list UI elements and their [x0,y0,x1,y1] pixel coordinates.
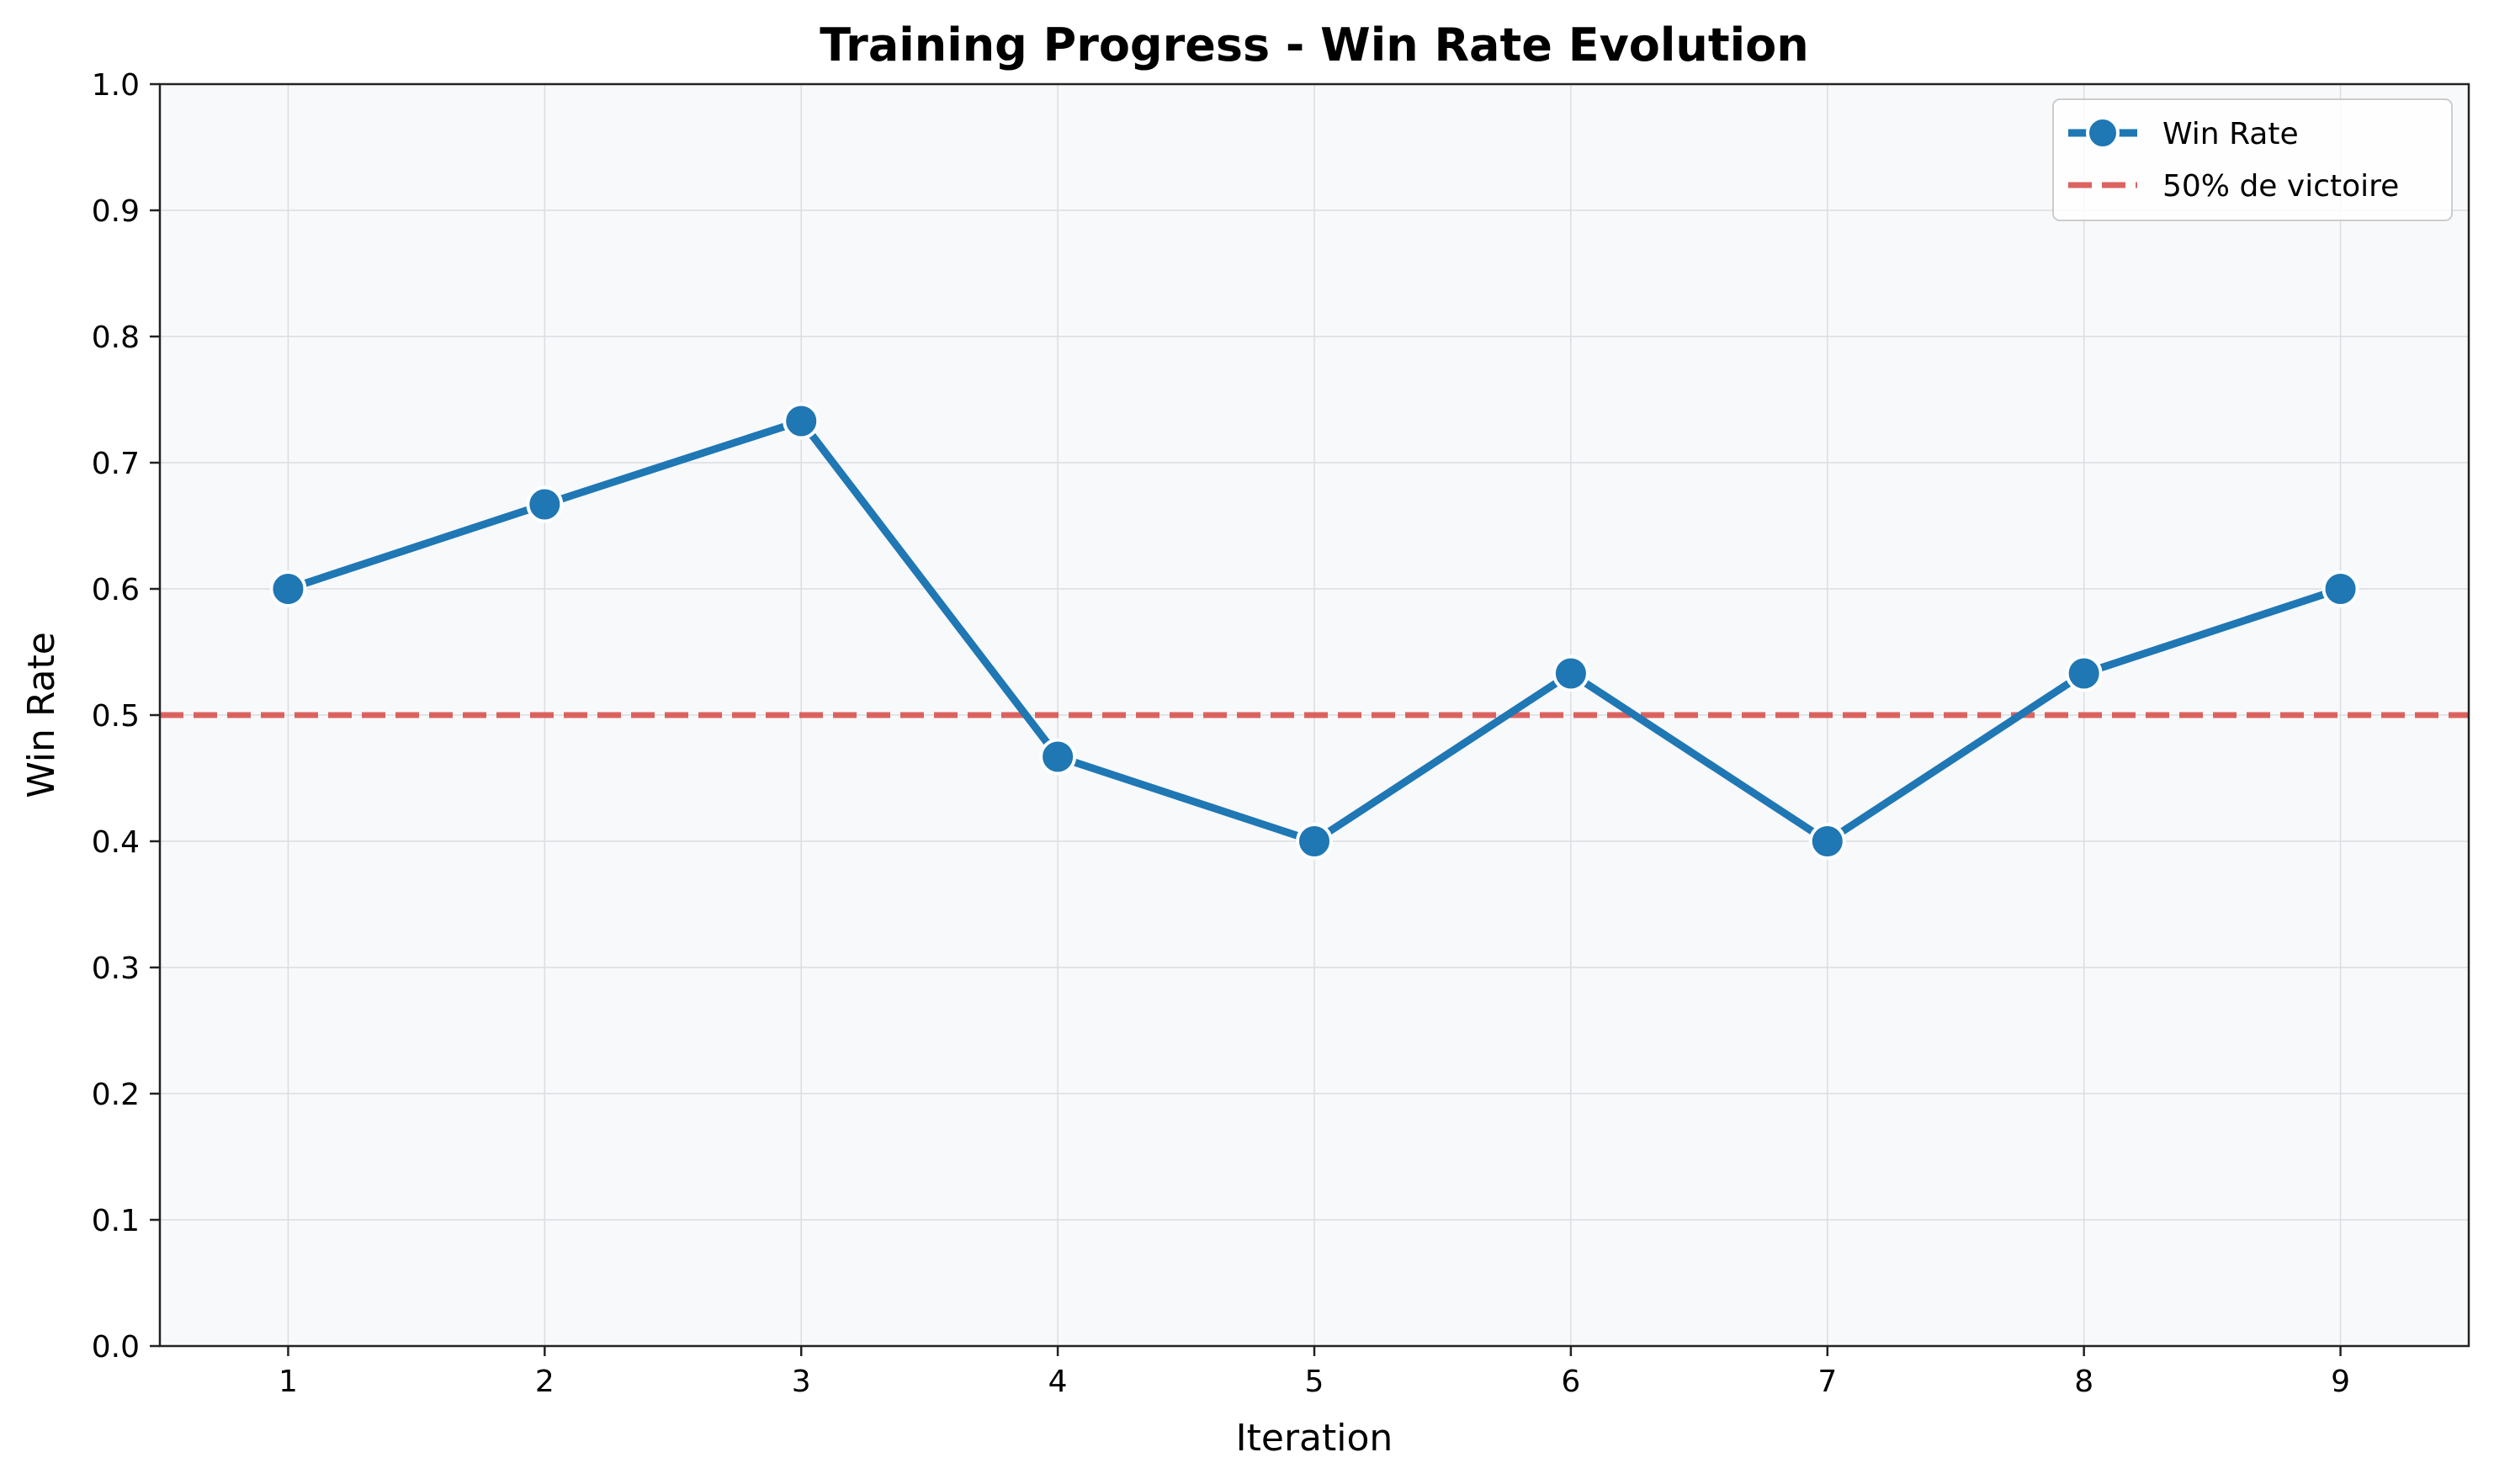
x-tick-label: 5 [1305,1365,1324,1399]
data-point [1296,823,1333,860]
data-point [783,402,820,440]
x-tick-label: 3 [792,1365,811,1399]
data-point [269,570,307,607]
y-tick-label: 0.1 [92,1204,140,1238]
series-layer [269,402,2359,860]
y-tick-label: 0.5 [92,699,140,734]
data-point [526,485,564,523]
x-tick-label: 8 [2074,1365,2093,1399]
y-tick-label: 0.7 [92,447,140,481]
legend-marker-win-rate [2086,116,2120,150]
x-tick-label: 7 [1817,1365,1837,1399]
data-point [1808,823,1846,860]
data-point [1552,655,1589,692]
y-tick-label: 0.6 [92,573,140,607]
legend-label-win-rate: Win Rate [2162,117,2299,151]
legend-box [2052,98,2453,221]
y-tick-label: 0.0 [92,1330,140,1365]
y-tick-label: 0.8 [92,321,140,355]
data-point [1039,738,1077,776]
y-axis-label: Win Rate [20,632,63,798]
y-tick-label: 0.2 [92,1078,140,1112]
x-axis: 1 2 3 4 5 6 7 8 9 [279,1346,2350,1399]
y-tick-label: 0.9 [92,194,140,229]
legend-label-50pct: 50% de victoire [2162,169,2399,204]
y-tick-label: 1.0 [92,68,140,103]
x-tick-label: 1 [279,1365,298,1399]
y-tick-label: 0.3 [92,951,140,986]
data-point [2322,570,2359,607]
data-point [2065,655,2103,692]
x-axis-label: Iteration [1236,1417,1393,1460]
x-tick-label: 6 [1561,1365,1580,1399]
legend: Win Rate 50% de victoire [2052,98,2453,221]
x-tick-label: 9 [2331,1365,2350,1399]
y-axis: 0.0 0.1 0.2 0.3 0.4 0.5 0.6 0.7 0.8 0.9 1.0 [92,68,160,1365]
y-tick-label: 0.4 [92,825,140,860]
x-tick-label: 2 [535,1365,555,1399]
x-tick-label: 4 [1048,1365,1068,1399]
chart-title: Training Progress - Win Rate Evolution [820,19,1808,72]
